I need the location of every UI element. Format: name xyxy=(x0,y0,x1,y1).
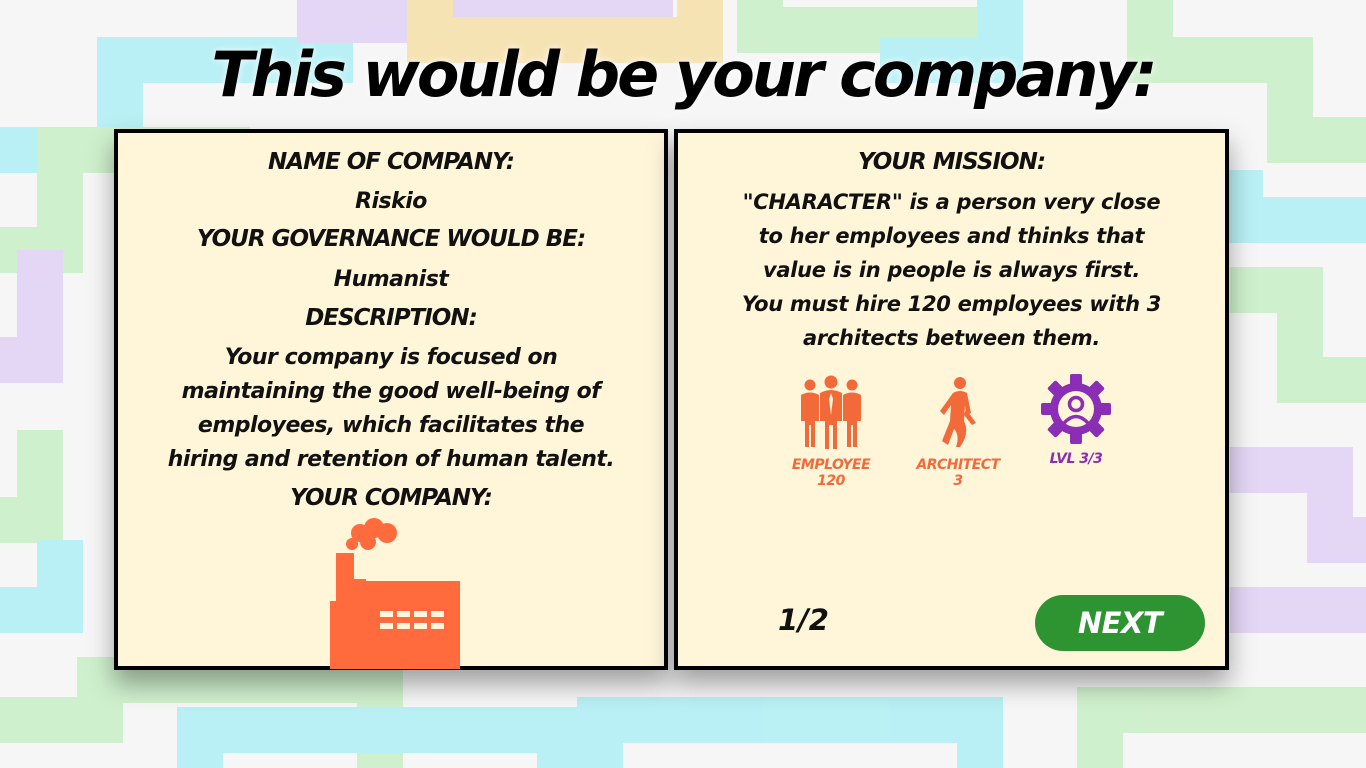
employee-requirement: EMPLOYEE 120 xyxy=(773,457,889,489)
employee-label: EMPLOYEE xyxy=(791,457,871,473)
mission-line: "CHARACTER" is a person very close xyxy=(742,190,1161,214)
mission-line: You must hire 120 employees with 3 xyxy=(741,292,1162,316)
mission-line: to her employees and thinks that xyxy=(758,224,1145,248)
architect-label: ARCHITECT xyxy=(916,457,1000,473)
mission-line: architects between them. xyxy=(802,326,1101,350)
next-button[interactable]: NEXT xyxy=(1035,595,1205,651)
page-title: This would be your company: xyxy=(211,38,1157,111)
mission-panel: YOUR MISSION: "CHARACTER" is a person ve… xyxy=(674,129,1229,670)
company-info-panel: NAME OF COMPANY: Riskio YOUR GOVERNANCE … xyxy=(114,129,668,670)
level-gear-icon xyxy=(1041,374,1111,444)
architect-requirement: ARCHITECT 3 xyxy=(900,457,1016,489)
employees-icon xyxy=(801,375,861,449)
architect-count: 3 xyxy=(953,473,963,489)
mission-heading: YOUR MISSION: xyxy=(857,149,1046,175)
mission-line: value is in people is always first. xyxy=(762,258,1141,282)
your-company-heading: YOUR COMPANY: xyxy=(290,485,493,511)
description-line: hiring and retention of human talent. xyxy=(167,447,615,472)
governance-value: Humanist xyxy=(333,267,449,292)
company-name: Riskio xyxy=(355,189,427,214)
page-indicator: 1/2 xyxy=(778,603,829,637)
company-name-heading: NAME OF COMPANY: xyxy=(268,149,515,175)
description-line: employees, which facilitates the xyxy=(197,413,585,438)
architect-icon xyxy=(940,377,976,447)
description-heading: DESCRIPTION: xyxy=(305,305,478,331)
level-requirement: LVL 3/3 xyxy=(1049,451,1103,467)
factory-icon xyxy=(330,518,460,669)
employee-count: 120 xyxy=(817,473,845,489)
description-line: maintaining the good well-being of xyxy=(181,379,601,404)
description-line: Your company is focused on xyxy=(224,345,558,370)
governance-heading: YOUR GOVERNANCE WOULD BE: xyxy=(196,226,586,252)
